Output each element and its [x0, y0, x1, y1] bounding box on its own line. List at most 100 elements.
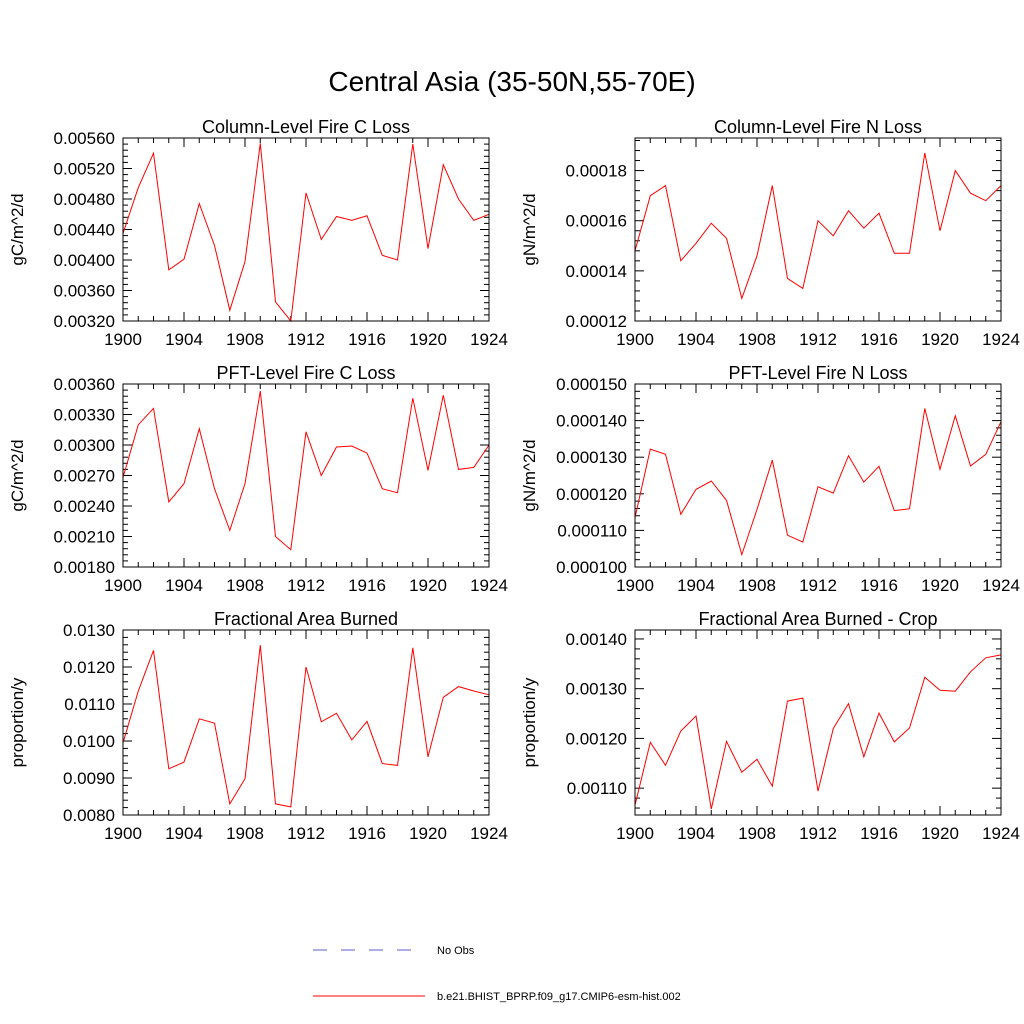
panel-title: Fractional Area Burned - Crop: [698, 609, 937, 629]
y-tick-label: 0.0080: [63, 806, 115, 825]
figure-title: Central Asia (35-50N,55-70E): [328, 66, 695, 97]
panel-title: Column-Level Fire N Loss: [714, 117, 922, 137]
x-tick-label: 1900: [104, 576, 142, 595]
x-tick-label: 1920: [921, 576, 959, 595]
plot-frame: [122, 137, 490, 322]
x-tick-label: 1924: [470, 824, 508, 843]
y-tick-label: 0.00130: [566, 680, 627, 699]
y-axis-label: gC/m^2/d: [8, 193, 27, 265]
y-tick-label: 0.00240: [54, 497, 115, 516]
y-axis-label: proportion/y: [8, 677, 27, 767]
series-line: [122, 143, 490, 323]
x-tick-label: 1924: [982, 824, 1020, 843]
x-tick-label: 1904: [165, 330, 203, 349]
y-tick-label: 0.000110: [557, 521, 627, 540]
y-tick-label: 0.00360: [54, 282, 115, 301]
x-tick-label: 1900: [104, 824, 142, 843]
y-tick-label: 0.00110: [567, 779, 627, 798]
x-tick-label: 1904: [165, 824, 203, 843]
panels: Column-Level Fire C Loss gC/m^2/d 1900 1904…: [8, 117, 1020, 843]
x-tick-label: 1904: [165, 576, 203, 595]
x-tick-label: 1908: [226, 576, 264, 595]
y-tick-label: 0.000100: [556, 558, 627, 577]
panel-3: PFT-Level Fire C Loss gC/m^2/d 1900 1904 190…: [8, 363, 508, 595]
x-tick-label: 1912: [287, 330, 325, 349]
x-tick-label: 1916: [348, 824, 386, 843]
x-tick-label: 1908: [738, 330, 776, 349]
legend-model-label: b.e21.BHIST_BPRP.f09_g17.CMIP6-esm-hist.…: [437, 991, 681, 1003]
legend-no-obs-label: No Obs: [437, 945, 475, 957]
y-tick-label: 0.00270: [54, 467, 115, 486]
y-tick-label: 0.000120: [556, 485, 627, 504]
x-tick-label: 1924: [470, 330, 508, 349]
y-tick-label: 0.00014: [566, 262, 627, 281]
y-axis-label: gN/m^2/d: [520, 193, 539, 265]
y-tick-label: 0.00520: [54, 160, 115, 179]
panel-1: Column-Level Fire C Loss gC/m^2/d 1900 1904…: [8, 117, 508, 349]
series-line: [634, 152, 1002, 301]
y-tick-label: 0.00480: [54, 190, 115, 209]
x-tick-label: 1900: [616, 330, 654, 349]
y-tick-label: 0.00210: [54, 528, 115, 547]
panel-4: PFT-Level Fire N Loss gN/m^2/d 1900 1904 190…: [520, 363, 1020, 595]
x-tick-label: 1924: [470, 576, 508, 595]
plot-frame: [634, 629, 1002, 816]
x-tick-label: 1920: [409, 330, 447, 349]
y-tick-label: 0.0130: [63, 621, 115, 640]
y-tick-label: 0.0110: [64, 695, 115, 714]
panel-title: Column-Level Fire C Loss: [202, 117, 410, 137]
y-tick-label: 0.00440: [54, 221, 115, 240]
y-tick-label: 0.0090: [63, 769, 115, 788]
y-tick-label: 0.00360: [54, 375, 115, 394]
x-tick-label: 1912: [287, 824, 325, 843]
x-tick-label: 1908: [226, 824, 264, 843]
legend: No Obs b.e21.BHIST_BPRP.f09_g17.CMIP6-es…: [313, 945, 681, 1003]
series-line: [122, 391, 490, 551]
plot-frame: [122, 383, 490, 568]
series-line: [634, 408, 1002, 557]
plot-frame: [634, 137, 1002, 322]
y-tick-label: 0.00016: [566, 212, 627, 231]
y-tick-label: 0.00400: [54, 251, 115, 270]
panel-6: Fractional Area Burned - Crop proportion/…: [520, 609, 1020, 843]
x-tick-label: 1908: [738, 824, 776, 843]
x-tick-label: 1916: [348, 576, 386, 595]
y-tick-label: 0.00330: [54, 406, 115, 425]
x-tick-label: 1912: [287, 576, 325, 595]
x-tick-label: 1900: [616, 824, 654, 843]
series-line: [122, 645, 490, 808]
y-tick-label: 0.0100: [63, 732, 115, 751]
y-tick-label: 0.00320: [54, 312, 115, 331]
y-axis-label: gN/m^2/d: [520, 439, 539, 511]
panel-2: Column-Level Fire N Loss gN/m^2/d 1900 1904…: [520, 117, 1020, 349]
x-tick-label: 1912: [799, 330, 837, 349]
x-tick-label: 1924: [982, 576, 1020, 595]
panel-title: PFT-Level Fire C Loss: [216, 363, 395, 383]
y-tick-label: 0.00140: [566, 630, 627, 649]
y-axis-label: gC/m^2/d: [8, 439, 27, 511]
y-tick-label: 0.00180: [54, 558, 115, 577]
x-tick-label: 1916: [860, 576, 898, 595]
y-tick-label: 0.000140: [556, 412, 627, 431]
panel-title: PFT-Level Fire N Loss: [728, 363, 907, 383]
panel-5: Fractional Area Burned proportion/y 1900 19…: [8, 609, 508, 843]
x-tick-label: 1924: [982, 330, 1020, 349]
x-tick-label: 1904: [677, 576, 715, 595]
panel-title: Fractional Area Burned: [214, 609, 398, 629]
y-tick-label: 0.00300: [54, 436, 115, 455]
plot-frame: [122, 629, 490, 816]
y-tick-label: 0.00120: [566, 729, 627, 748]
x-tick-label: 1916: [860, 330, 898, 349]
x-tick-label: 1912: [799, 576, 837, 595]
x-tick-label: 1920: [921, 330, 959, 349]
x-tick-label: 1908: [738, 576, 776, 595]
x-tick-label: 1920: [409, 576, 447, 595]
series-line: [634, 654, 1002, 810]
x-tick-label: 1916: [860, 824, 898, 843]
y-tick-label: 0.00018: [566, 162, 627, 181]
y-tick-label: 0.00560: [54, 129, 115, 148]
y-axis-label: proportion/y: [520, 677, 539, 767]
x-tick-label: 1920: [921, 824, 959, 843]
x-tick-label: 1904: [677, 330, 715, 349]
